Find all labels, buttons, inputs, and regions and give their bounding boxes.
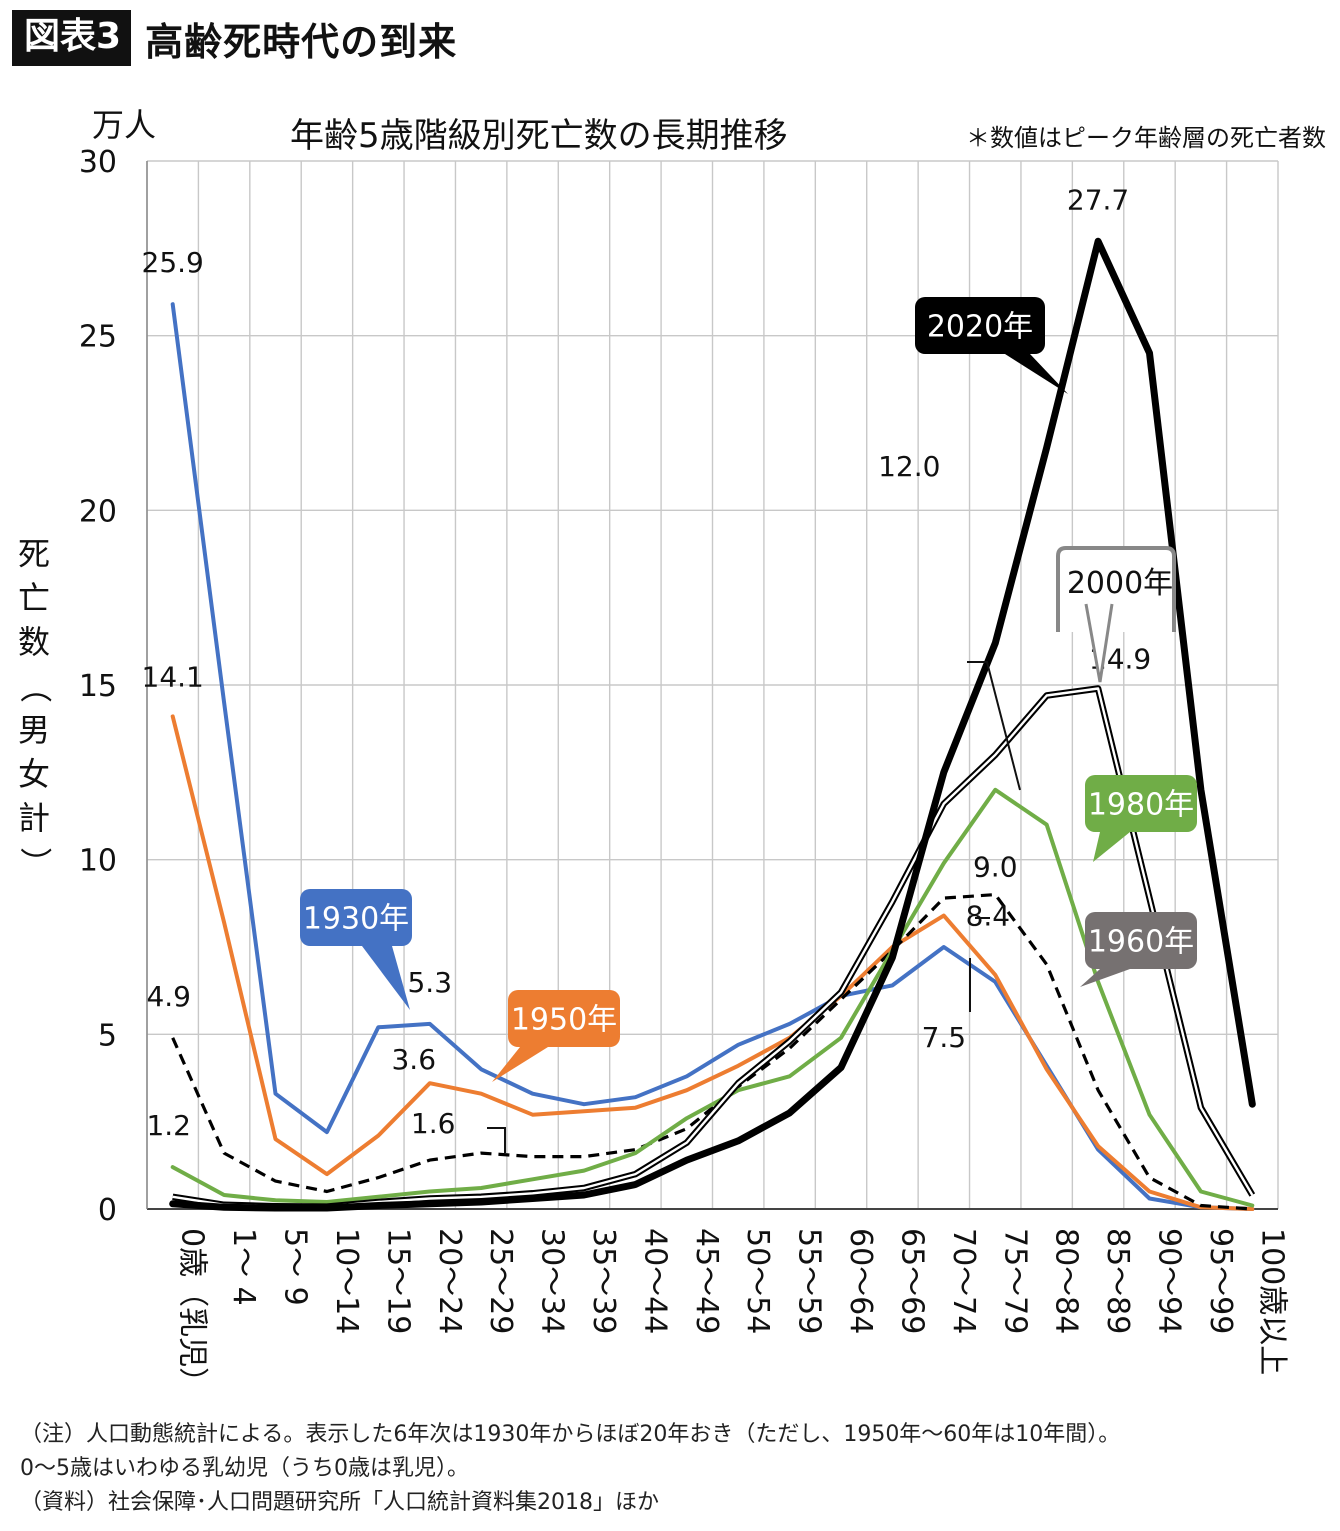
y-tick-label: 15 — [79, 669, 117, 704]
y-tick-label: 30 — [79, 145, 117, 180]
x-tick-label: 95〜99 — [1203, 1228, 1238, 1334]
figure-header: 図表3 高齢死時代の到来 — [12, 8, 457, 68]
callout-box-2020 — [915, 297, 1045, 354]
series-line-1980 — [170, 787, 1255, 1208]
callout-tail-1960 — [1080, 969, 1130, 987]
data-label: 4.9 — [146, 980, 191, 1013]
y-axis-label-char: 数 — [18, 623, 50, 661]
data-label: 25.9 — [142, 246, 204, 279]
callout-tail-1950 — [492, 1047, 548, 1082]
y-axis-label-char: ） — [16, 847, 54, 879]
grid — [146, 160, 1279, 1210]
x-tick-label: 60〜64 — [843, 1228, 878, 1334]
x-tick-label: 40〜44 — [637, 1228, 672, 1334]
x-tick-label: 5〜 9 — [278, 1228, 313, 1306]
y-axis-label-char: 女 — [18, 755, 50, 793]
data-label: 27.7 — [1067, 183, 1129, 216]
x-tick-label: 85〜89 — [1100, 1228, 1135, 1334]
y-tick-label: 20 — [79, 494, 117, 529]
data-label: 9.0 — [973, 851, 1018, 884]
y-axis-label: 死亡数 （ 男女計 ） — [16, 535, 54, 879]
callout-box-1980 — [1085, 775, 1197, 832]
x-tick-label: 65〜69 — [894, 1228, 929, 1334]
callout-tail-2020 — [1005, 354, 1068, 394]
y-tick-label: 0 — [98, 1193, 117, 1228]
series-line-1960 — [171, 892, 1253, 1211]
x-tick-label: 50〜54 — [740, 1228, 775, 1334]
data-labels: 25.95.37.514.13.68.44.91.69.01.212.014.9… — [142, 183, 1151, 1153]
data-label: 1.6 — [411, 1107, 456, 1140]
callout-box-1930 — [300, 889, 412, 946]
callout-label-2020: 2020年 — [927, 310, 1033, 345]
label-leader — [487, 1127, 506, 1153]
y-tick-label: 5 — [98, 1018, 117, 1053]
x-tick-label: 55〜59 — [792, 1228, 827, 1334]
footnote-3: （資料）社会保障･人口問題研究所「人口統計資料集2018」ほか — [20, 1490, 659, 1515]
x-tick-label: 35〜39 — [586, 1228, 621, 1334]
callout-tail-1980 — [1093, 832, 1130, 862]
footnotes: （注）人口動態統計による。表示した6年次は1930年からほぼ20年おき（ただし、… — [20, 1418, 1120, 1520]
callout-tail-1930 — [362, 946, 410, 1010]
figure-badge: 図表3 — [12, 10, 132, 66]
label-leader — [967, 661, 1021, 791]
y-axis-ticks: 0 5 10 15 20 25 30 — [79, 145, 117, 1228]
x-axis-ticks: 0歳（乳児） 1〜 4 5〜 9 10〜14 15〜19 20〜24 25〜29 30〜34 3… — [175, 1228, 1290, 1397]
callout-box-1950 — [508, 990, 620, 1047]
y-axis-label-char: 亡 — [18, 579, 50, 617]
data-label: 3.6 — [391, 1043, 436, 1076]
data-label: 7.5 — [922, 1021, 967, 1054]
data-label: 14.1 — [142, 660, 204, 693]
x-tick-label: 90〜94 — [1151, 1228, 1186, 1334]
callout-label-1980: 1980年 — [1088, 788, 1194, 823]
x-tick-label: 20〜24 — [432, 1228, 467, 1334]
y-axis-label-char: 計 — [18, 799, 50, 837]
data-label: 5.3 — [407, 966, 452, 999]
series-lines — [169, 237, 1256, 1212]
x-tick-label: 0歳（乳児） — [175, 1228, 210, 1397]
x-tick-label: 25〜29 — [483, 1228, 518, 1334]
x-tick-label: 10〜14 — [329, 1228, 364, 1334]
data-label: 8.4 — [966, 900, 1011, 933]
x-tick-label: 45〜49 — [689, 1228, 724, 1334]
unit-label: 万人 — [92, 106, 156, 144]
callout-label-1960: 1960年 — [1088, 925, 1194, 960]
x-tick-label: 30〜34 — [535, 1228, 570, 1334]
y-axis-label-char: 死 — [18, 535, 50, 573]
line-chart: 万人 年齢5歳階級別死亡数の長期推移 ＊数値はピーク年齢層の死亡者数 死亡数 （ 男… — [16, 106, 1326, 1397]
callout-label-1930: 1930年 — [303, 902, 409, 937]
callout-label-1950: 1950年 — [511, 1003, 617, 1038]
series-line-1950 — [170, 714, 1255, 1211]
y-axis-label-char: （ — [16, 671, 54, 703]
data-label: 12.0 — [878, 450, 940, 483]
footnote-2: 0〜5歳はいわゆる乳幼児（うち0歳は乳児）。 — [20, 1456, 469, 1481]
callout-tail-2000 — [1084, 603, 1114, 683]
figure-title: 高齢死時代の到来 — [145, 19, 458, 64]
callout-label-2000: 2000年 — [1067, 566, 1173, 601]
series-line-2020 — [169, 237, 1256, 1212]
y-tick-label: 25 — [79, 320, 117, 355]
y-tick-label: 10 — [79, 844, 117, 879]
footnote-1: （注）人口動態統計による。表示した6年次は1930年からほぼ20年おき（ただし、… — [20, 1422, 1121, 1447]
callout-box-1960 — [1085, 912, 1197, 969]
x-tick-label: 75〜79 — [997, 1228, 1032, 1334]
x-tick-label: 100歳以上 — [1254, 1228, 1289, 1375]
x-tick-label: 1〜 4 — [226, 1228, 261, 1306]
y-axis-label-char: 男 — [18, 711, 50, 749]
series-callouts: 1930年 1950年 1980年 1960年 2020年 2000年 — [300, 297, 1197, 1082]
x-tick-label: 70〜74 — [946, 1228, 981, 1334]
data-label: 1.2 — [146, 1109, 191, 1142]
x-tick-label: 80〜84 — [1049, 1228, 1084, 1334]
chart-note: ＊数値はピーク年齢層の死亡者数 — [966, 124, 1326, 152]
chart-title: 年齢5歳階級別死亡数の長期推移 — [290, 116, 788, 156]
x-tick-label: 15〜19 — [380, 1228, 415, 1334]
